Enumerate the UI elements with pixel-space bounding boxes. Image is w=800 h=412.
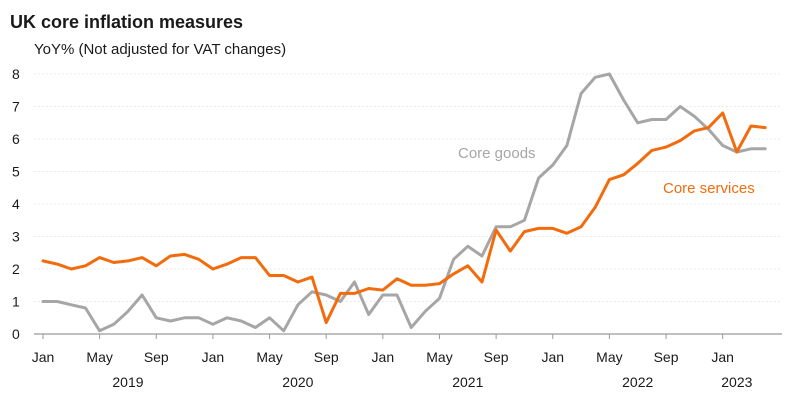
core-services-line — [41, 111, 767, 325]
y-tick-label: 4 — [12, 196, 20, 212]
x-tick-label: May — [426, 349, 452, 365]
x-year-label: 2021 — [452, 374, 483, 390]
x-tick-label: May — [256, 349, 282, 365]
y-tick-label: 8 — [12, 66, 20, 82]
y-tick-label: 7 — [12, 99, 20, 115]
x-year-label: 2023 — [721, 374, 752, 390]
x-axis: Jan May Sep Jan May Sep Jan May Sep Jan May Sep Jan 2… — [32, 334, 753, 390]
y-tick-label: 6 — [12, 131, 20, 147]
x-tick-label: May — [86, 349, 112, 365]
x-tick-label: Jan — [372, 349, 395, 365]
x-year-label: 2020 — [282, 374, 313, 390]
x-tick-label: Sep — [314, 349, 339, 365]
x-tick-label: Sep — [654, 349, 679, 365]
core-goods-label: Core goods — [458, 145, 536, 162]
x-tick-label: Sep — [144, 349, 169, 365]
x-year-label: 2019 — [112, 374, 143, 390]
chart-subtitle: YoY% (Not adjusted for VAT changes) — [34, 41, 286, 58]
x-tick-label: Jan — [32, 349, 55, 365]
x-tick-label: Jan — [541, 349, 564, 365]
y-axis: 0 1 2 3 4 5 6 7 8 — [12, 66, 20, 342]
x-year-label: 2022 — [622, 374, 653, 390]
series-labels: Core goods Core services — [458, 145, 755, 197]
gridlines — [34, 73, 782, 335]
y-tick-label: 0 — [12, 326, 20, 342]
x-tick-label: Sep — [484, 349, 509, 365]
y-tick-label: 1 — [12, 294, 20, 310]
core-services-label: Core services — [663, 180, 755, 197]
x-tick-label: May — [596, 349, 622, 365]
series-lines — [41, 72, 767, 333]
x-tick-label: Jan — [202, 349, 225, 365]
y-tick-label: 5 — [12, 164, 20, 180]
core-goods-line — [41, 72, 767, 333]
y-tick-label: 2 — [12, 261, 20, 277]
x-tick-label: Jan — [711, 349, 734, 365]
y-tick-label: 3 — [12, 229, 20, 245]
chart-title: UK core inflation measures — [10, 12, 243, 32]
